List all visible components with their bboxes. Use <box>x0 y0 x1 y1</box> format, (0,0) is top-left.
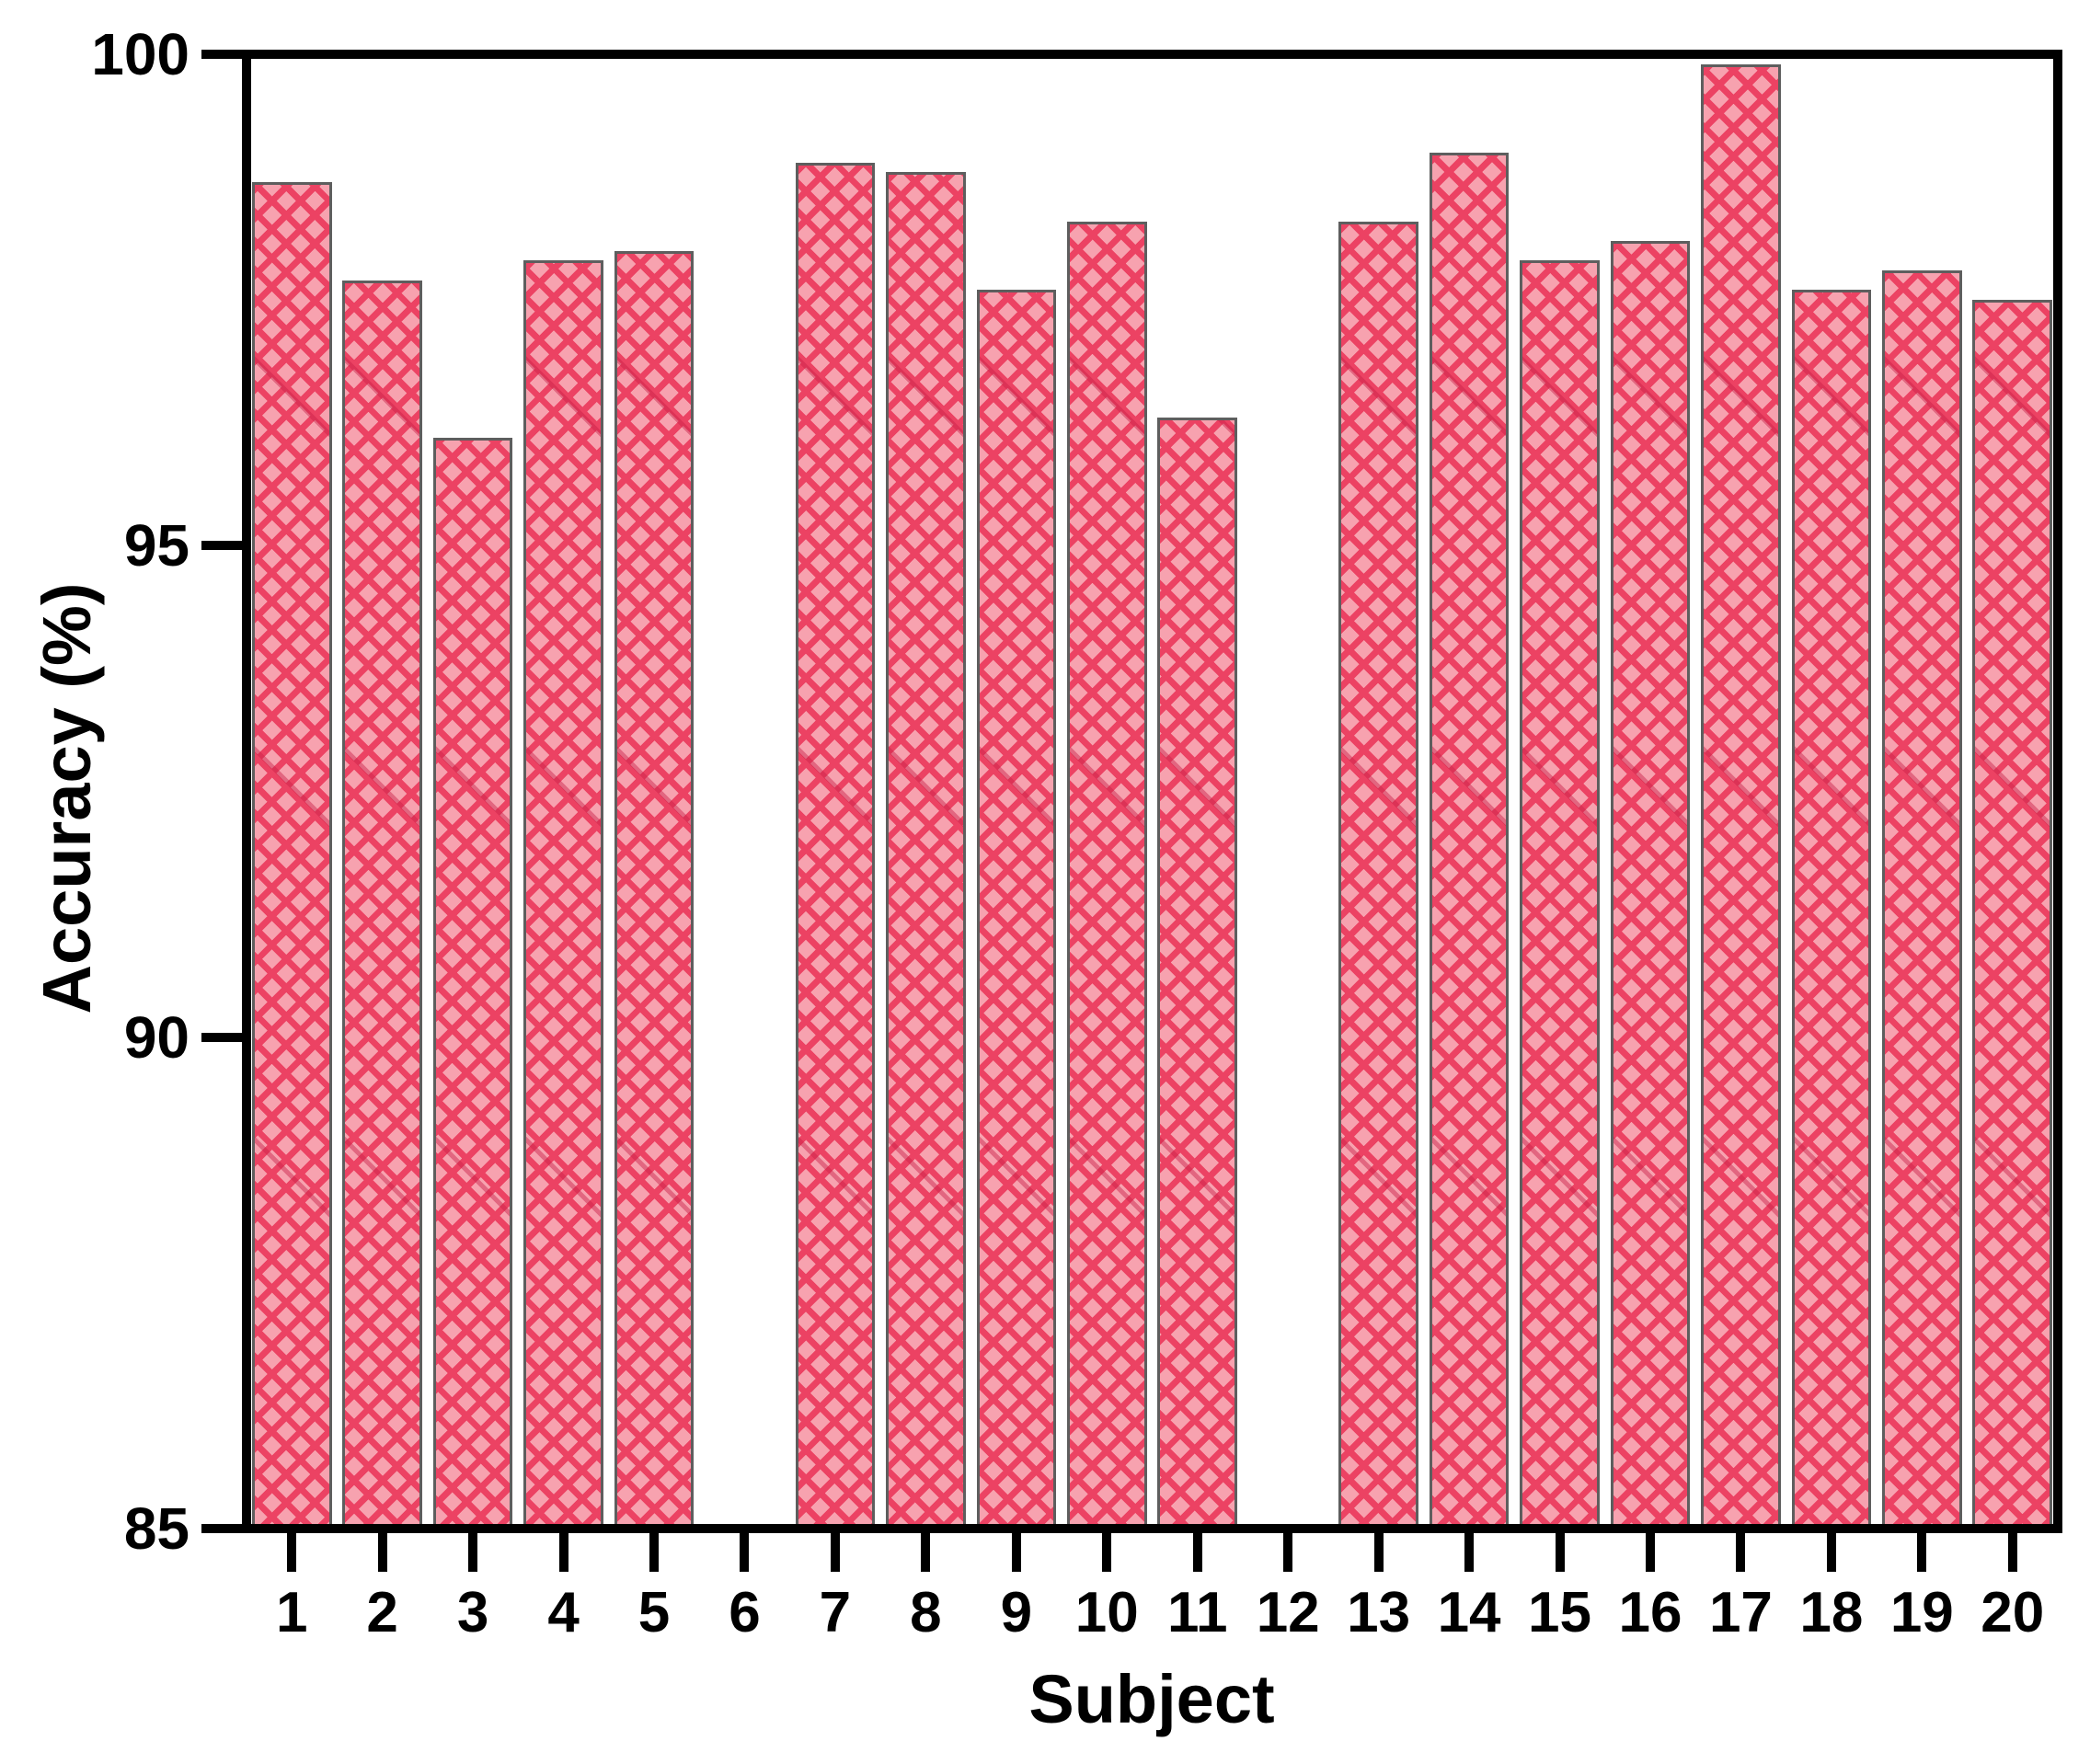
x-tick-2 <box>377 1533 387 1572</box>
bar-subject-19 <box>1882 270 1962 1533</box>
bar-subject-4 <box>523 260 603 1533</box>
x-tick-label-19: 19 <box>1889 1581 1954 1644</box>
y-tick-label-100: 100 <box>91 21 189 87</box>
x-tick-label-18: 18 <box>1799 1581 1864 1644</box>
plot-frame <box>242 50 2062 1533</box>
y-tick-85 <box>201 1524 242 1533</box>
x-tick-label-6: 6 <box>729 1581 761 1644</box>
x-tick-label-3: 3 <box>456 1581 489 1644</box>
x-tick-label-2: 2 <box>366 1581 398 1644</box>
x-tick-3 <box>468 1533 478 1572</box>
x-tick-label-16: 16 <box>1618 1581 1682 1644</box>
x-tick-19 <box>1917 1533 1927 1572</box>
bar-subject-5 <box>614 250 695 1533</box>
y-tick-95 <box>201 541 242 551</box>
x-tick-label-4: 4 <box>547 1581 580 1644</box>
y-tick-label-85: 85 <box>123 1495 189 1562</box>
x-tick-label-8: 8 <box>910 1581 942 1644</box>
x-tick-10 <box>1102 1533 1112 1572</box>
bar-subject-7 <box>795 162 876 1533</box>
x-tick-20 <box>2007 1533 2017 1572</box>
x-tick-label-15: 15 <box>1528 1581 1591 1644</box>
bar-subject-9 <box>976 290 1057 1533</box>
x-tick-1 <box>287 1533 297 1572</box>
x-tick-label-17: 17 <box>1708 1581 1773 1644</box>
bar-subject-13 <box>1338 221 1418 1533</box>
x-tick-6 <box>740 1533 750 1572</box>
x-tick-label-13: 13 <box>1347 1581 1411 1644</box>
x-tick-13 <box>1373 1533 1384 1572</box>
x-tick-11 <box>1192 1533 1202 1572</box>
bar-subject-3 <box>432 437 513 1533</box>
bar-subject-20 <box>1972 300 2053 1533</box>
y-tick-label-90: 90 <box>123 1003 189 1071</box>
x-tick-5 <box>649 1533 660 1572</box>
bar-subject-10 <box>1066 221 1147 1533</box>
x-tick-7 <box>830 1533 840 1572</box>
bar-subject-1 <box>251 181 332 1533</box>
x-tick-label-10: 10 <box>1074 1581 1139 1644</box>
x-tick-16 <box>1645 1533 1655 1572</box>
bar-subject-17 <box>1701 63 1781 1533</box>
bar-subject-16 <box>1610 241 1691 1533</box>
x-tick-15 <box>1555 1533 1565 1572</box>
x-tick-label-14: 14 <box>1437 1581 1501 1644</box>
x-tick-label-1: 1 <box>275 1581 308 1644</box>
x-tick-label-20: 20 <box>1981 1581 2045 1644</box>
y-tick-label-95: 95 <box>123 512 189 579</box>
bar-subject-15 <box>1520 260 1600 1533</box>
bar-subject-2 <box>342 280 422 1533</box>
bar-subject-14 <box>1429 152 1510 1533</box>
x-tick-label-12: 12 <box>1256 1581 1320 1644</box>
x-tick-label-5: 5 <box>637 1581 671 1644</box>
y-tick-100 <box>201 50 242 59</box>
x-tick-label-11: 11 <box>1166 1581 1228 1644</box>
x-tick-label-7: 7 <box>819 1581 852 1644</box>
bar-subject-11 <box>1157 418 1238 1533</box>
x-tick-14 <box>1464 1533 1475 1572</box>
x-tick-label-9: 9 <box>1000 1581 1033 1644</box>
y-axis-title: Accuracy (%) <box>29 582 105 1014</box>
x-tick-17 <box>1736 1533 1746 1572</box>
x-tick-8 <box>921 1533 931 1572</box>
bar-subject-8 <box>886 172 966 1533</box>
y-tick-90 <box>201 1032 242 1042</box>
x-tick-9 <box>1011 1533 1021 1572</box>
x-axis-title: Subject <box>1028 1661 1275 1737</box>
x-tick-12 <box>1283 1533 1293 1572</box>
bar-subject-18 <box>1791 290 1872 1533</box>
x-tick-4 <box>558 1533 568 1572</box>
x-tick-18 <box>1826 1533 1836 1572</box>
